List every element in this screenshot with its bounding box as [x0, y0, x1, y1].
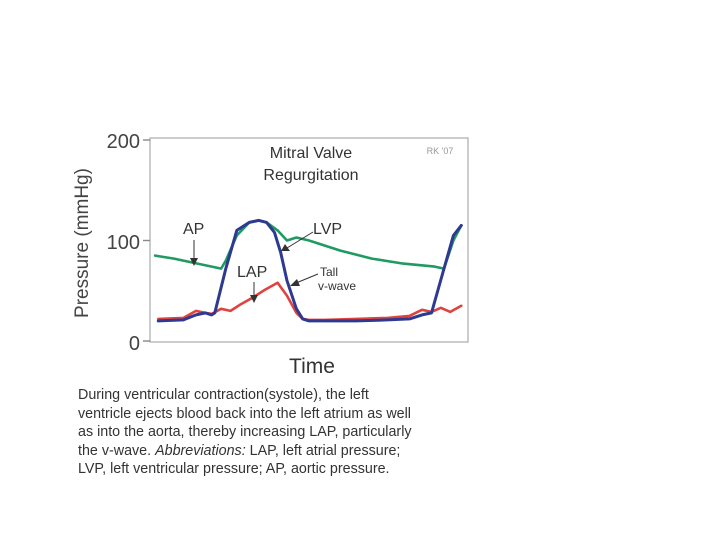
annotation-v-wave: v-wave [318, 279, 356, 293]
y-tick-label-100: 100 [107, 232, 140, 254]
series-layer [153, 218, 463, 323]
caption-line-4c: LAP, left atrial pressure; [245, 442, 401, 459]
figure-caption: During ventricular contraction(systole),… [78, 386, 488, 479]
caption-line-5: LVP, left ventricular pressure; AP, aort… [78, 461, 390, 477]
annotation-ap-arrowhead [190, 258, 198, 266]
annotation-vwave-arrowhead [290, 279, 300, 286]
annotation-lvp: LVP [313, 221, 342, 238]
caption-line-2: ventricle ejects blood back into the lef… [78, 405, 411, 422]
annotation-vwave-arrow [295, 273, 319, 284]
chart-title-line1: Mitral Valve [270, 145, 352, 162]
y-tick-label-200: 200 [107, 131, 140, 153]
x-axis-label: Time [289, 355, 335, 378]
y-axis-label: Pressure (mmHg) [72, 168, 93, 318]
caption-line-3: as into the aorta, thereby increasing LA… [78, 424, 412, 440]
chart-title-line2: Regurgitation [263, 167, 358, 184]
annotation-lvp-arrowhead [281, 244, 290, 251]
series-line-lvp [156, 218, 463, 323]
author-credit: RK '07 [427, 146, 454, 156]
series-line-ap [153, 219, 463, 270]
annotation-ap: AP [183, 221, 204, 238]
caption-abbreviations-label: Abbreviations: [155, 442, 246, 459]
annotation-tall: Tall [320, 265, 338, 279]
annotation-lvp-arrow [286, 231, 314, 249]
y-tick-label-0: 0 [129, 333, 140, 355]
caption-line-1: During ventricular contraction(systole),… [78, 387, 369, 403]
caption-line-4a: the v-wave. [78, 442, 156, 459]
annotation-lap: LAP [237, 264, 267, 281]
annotation-lap-arrowhead [250, 295, 258, 303]
